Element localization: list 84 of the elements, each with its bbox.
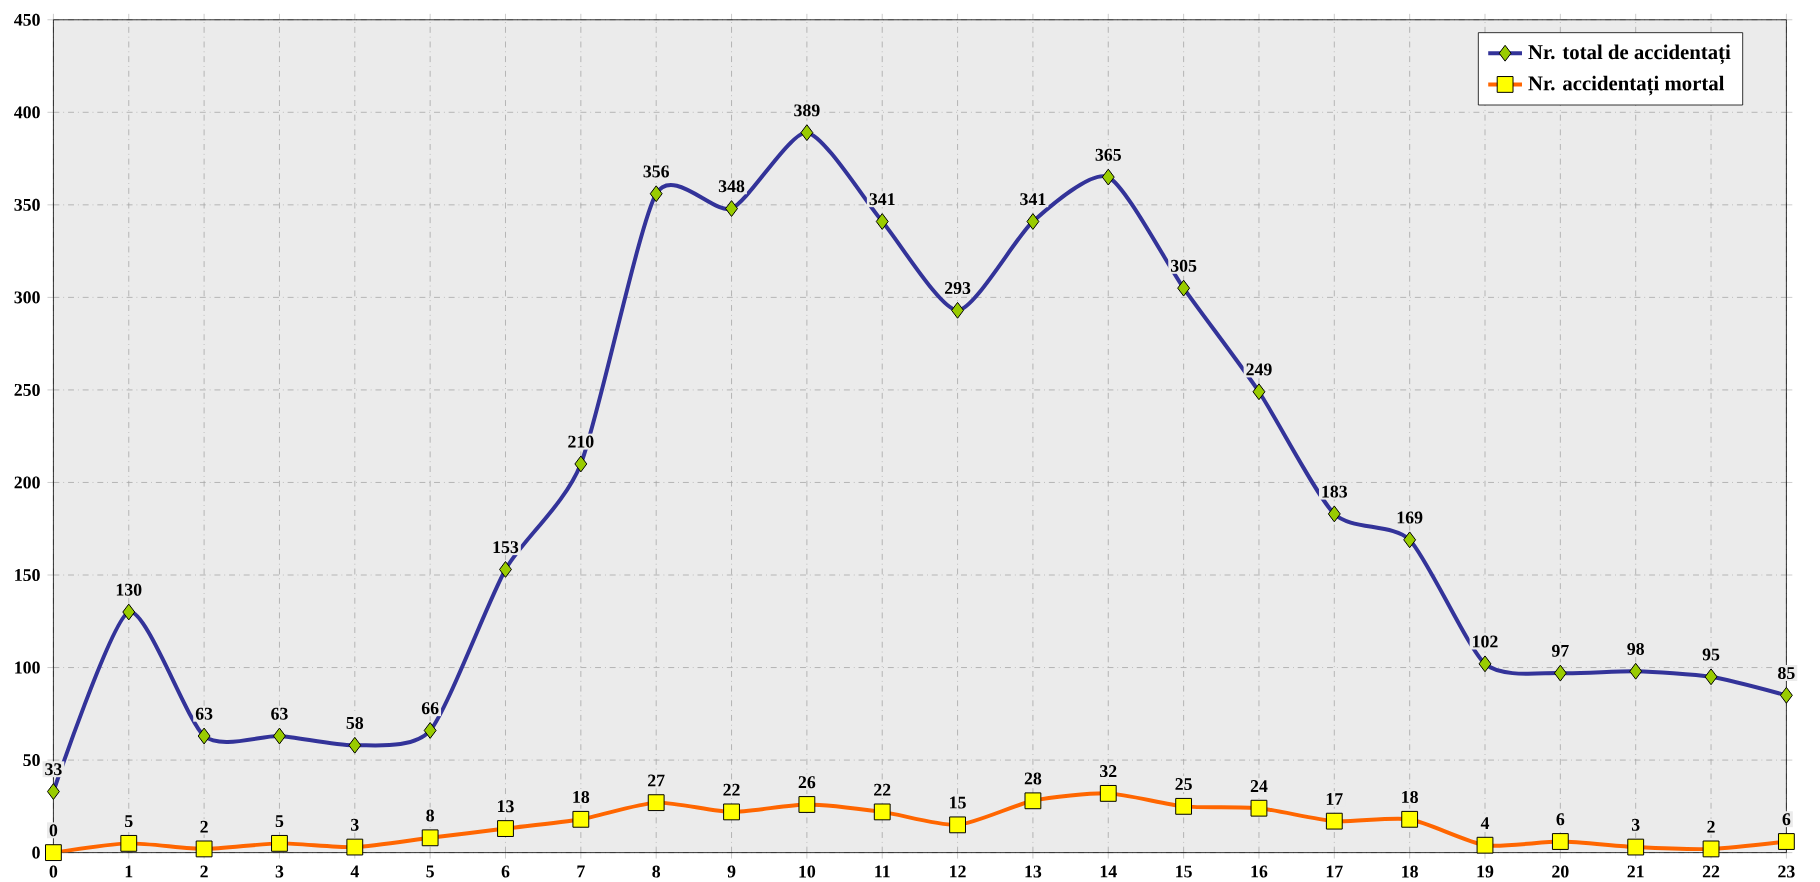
x-tick-label: 16 [1251,865,1268,878]
data-label: 130 [116,583,142,596]
data-label: 15 [950,796,966,809]
data-label: 18 [1402,790,1418,803]
data-label: 293 [944,281,971,294]
x-tick-label: 21 [1627,865,1644,878]
data-label: 27 [648,774,665,787]
y-tick-label: 300 [14,291,40,304]
x-tick-label: 13 [1025,865,1042,878]
x-tick-label: 7 [577,865,585,878]
data-label: 58 [346,716,364,729]
data-label: 28 [1024,772,1042,785]
data-label: 85 [1778,666,1795,679]
data-label: 2 [200,820,208,833]
data-label: 365 [1095,148,1121,161]
data-label: 25 [1175,777,1192,790]
data-label: 348 [718,180,745,193]
data-label: 249 [1246,363,1272,376]
x-tick-label: 1 [125,865,133,878]
x-tick-label: 12 [950,865,966,878]
x-tick-label: 2 [200,865,208,878]
data-label: 17 [1326,792,1343,805]
data-label: 169 [1397,511,1423,524]
data-label: 22 [874,783,891,796]
data-label: 153 [493,541,519,553]
data-label: 18 [573,790,590,803]
data-label: 24 [1250,779,1268,792]
data-label: 26 [798,776,816,789]
data-label: 97 [1551,644,1569,657]
data-label: 63 [195,707,213,720]
data-label: 98 [1627,642,1645,655]
data-label: 63 [271,707,288,720]
data-label: 6 [1556,813,1565,826]
data-label: 102 [1473,635,1498,648]
data-label: 3 [1631,818,1640,831]
data-label: 183 [1322,485,1348,498]
data-label: 5 [275,815,284,827]
data-label: 32 [1100,764,1117,777]
legend-label: Nr. accidentați mortal [1528,75,1725,96]
data-label: 210 [568,435,594,448]
x-tick-label: 8 [652,865,661,878]
x-tick-label: 18 [1402,865,1418,878]
data-label: 66 [421,702,439,715]
y-tick-label: 150 [15,568,40,581]
x-tick-label: 20 [1552,865,1569,878]
data-label: 2 [1707,820,1715,833]
x-tick-label: 17 [1326,865,1343,878]
y-tick-label: 50 [23,753,40,766]
y-tick-label: 450 [14,13,40,26]
y-tick-label: 250 [14,383,40,396]
x-tick-label: 5 [426,865,434,878]
x-tick-label: 0 [49,865,58,878]
x-tick-label: 9 [727,865,736,878]
data-label: 3 [351,818,359,831]
data-label: 95 [1702,648,1720,661]
x-tick-label: 11 [875,865,890,878]
y-tick-label: 350 [14,198,40,211]
x-tick-label: 22 [1702,865,1720,878]
data-label: 341 [869,193,895,206]
data-label: 341 [1020,193,1046,206]
y-tick-label: 100 [15,661,40,674]
data-label: 33 [45,763,62,776]
x-tick-label: 4 [350,865,359,878]
x-tick-label: 6 [501,865,510,878]
legend-label: Nr. total de accidentați [1528,44,1731,65]
x-tick-label: 3 [275,865,284,878]
data-label: 8 [426,809,435,822]
data-label: 305 [1170,259,1197,272]
x-tick-label: 10 [799,865,816,878]
data-label: 4 [1480,817,1490,829]
x-tick-label: 15 [1176,865,1192,878]
data-label: 22 [723,783,740,796]
data-label: 13 [498,800,514,813]
data-label: 356 [643,165,670,178]
x-tick-label: 14 [1100,865,1117,878]
y-tick-label: 400 [14,106,40,119]
data-label: 389 [794,104,820,117]
data-label: 6 [1782,813,1791,826]
y-tick-label: 200 [14,476,40,489]
x-tick-label: 23 [1778,865,1795,878]
data-label: 5 [125,815,133,827]
x-tick-label: 19 [1477,865,1494,878]
y-tick-label: 0 [32,846,40,859]
data-label: 0 [49,824,58,837]
